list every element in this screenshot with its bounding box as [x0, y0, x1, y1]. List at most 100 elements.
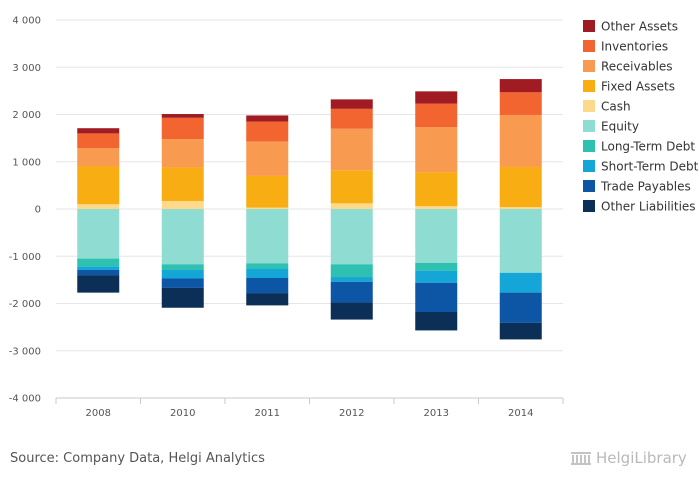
legend-swatch [583, 20, 595, 32]
bar-segment [499, 322, 542, 340]
bar-segment [330, 108, 373, 129]
legend-label: Fixed Assets [601, 80, 675, 94]
bar-segment [77, 209, 120, 259]
x-tick-label: 2012 [339, 408, 364, 419]
bar-segment [246, 175, 289, 208]
bar-segment [246, 293, 289, 306]
y-tick-label: 4 000 [12, 16, 41, 27]
bar-segment [77, 275, 120, 293]
bar-segment [499, 207, 542, 209]
bar-segment [330, 281, 373, 303]
bar-segment [415, 172, 458, 207]
bar-segment [415, 206, 458, 209]
legend-label: Receivables [601, 60, 673, 74]
legend-swatch [583, 200, 595, 212]
legend-swatch [583, 60, 595, 72]
bar-segment [499, 272, 542, 293]
chart-grid [56, 19, 563, 399]
legend-swatch [583, 180, 595, 192]
bar-segment [499, 79, 542, 93]
x-tick-label: 2013 [424, 408, 449, 419]
y-tick-label: 1 000 [12, 157, 41, 168]
bar-segment [246, 115, 289, 122]
library-columns-icon [570, 450, 592, 466]
y-tick-label: -1 000 [9, 252, 41, 263]
bar-segment [330, 99, 373, 109]
bar-segment [161, 200, 204, 209]
bar-segment [161, 167, 204, 201]
source-note: Source: Company Data, Helgi Analytics [10, 451, 265, 466]
legend-label: Cash [601, 100, 631, 114]
bar-segment [330, 209, 373, 265]
bar-segment [415, 209, 458, 263]
legend-swatch [583, 160, 595, 172]
bar-segment [246, 121, 289, 142]
bar-segment [415, 312, 458, 331]
legend-label: Inventories [601, 40, 668, 54]
x-tick-label: 2010 [170, 408, 195, 419]
legend-label: Long-Term Debt [601, 140, 695, 154]
bar-segment [161, 278, 204, 288]
bar-segment [161, 114, 204, 118]
bar-segment [499, 92, 542, 115]
x-tick-label: 2011 [255, 408, 280, 419]
y-tick-label: 0 [35, 205, 41, 216]
bar-segment [161, 287, 204, 308]
bar-segment [161, 209, 204, 265]
bar-segment [246, 263, 289, 270]
y-tick-label: -2 000 [9, 299, 41, 310]
bar-segment [161, 264, 204, 270]
bar-segment [77, 269, 120, 276]
y-tick-label: 2 000 [12, 110, 41, 121]
legend-label: Trade Payables [600, 180, 691, 194]
x-tick-label: 2008 [86, 408, 111, 419]
bar-segment [499, 166, 542, 208]
bar-segment [415, 103, 458, 128]
bar-segment [246, 277, 289, 294]
bar-segment [415, 270, 458, 283]
bar-segment [330, 128, 373, 171]
bar-segment [77, 266, 120, 270]
bar-segment [415, 127, 458, 173]
bar-segment [330, 277, 373, 282]
bar-segment [77, 258, 120, 267]
bar-segment [415, 262, 458, 271]
bar-segment [246, 209, 289, 264]
bar-segment [330, 264, 373, 278]
bar-segment [77, 128, 120, 134]
chart-legend: Other Assets Inventories Receivables Fixed … [583, 20, 699, 214]
y-tick-label: 3 000 [12, 63, 41, 74]
bar-segment [330, 302, 373, 320]
legend-label: Other Liabilities [601, 200, 696, 214]
bar-segment [246, 269, 289, 278]
bar-segment [77, 148, 120, 167]
helgi-library-logo: HelgiLibrary [570, 449, 687, 467]
y-tick-label: -3 000 [9, 346, 41, 357]
legend-label: Equity [601, 120, 639, 134]
bar-segment [499, 209, 542, 273]
x-axis: 2008 2010 2011 2012 2013 2014 [55, 398, 564, 419]
legend-swatch [583, 120, 595, 132]
bar-segment [499, 114, 542, 167]
legend-swatch [583, 80, 595, 92]
bar-segment [161, 139, 204, 168]
bar-segment [246, 207, 289, 209]
bar-segment [415, 91, 458, 104]
bar-segment [161, 117, 204, 140]
y-tick-label: -4 000 [9, 394, 41, 405]
y-axis: 4 000 3 000 2 000 1 000 0 -1 000 -2 000 -3 000 -… [9, 16, 41, 405]
legend-swatch [583, 140, 595, 152]
chart-bars [77, 79, 542, 340]
bar-segment [246, 141, 289, 176]
legend-swatch [583, 100, 595, 112]
bar-segment [415, 282, 458, 313]
bar-segment [77, 204, 120, 209]
x-tick-label: 2014 [508, 408, 533, 419]
legend-label: Short-Term Debt [601, 160, 699, 174]
legend-swatch [583, 40, 595, 52]
bar-segment [330, 170, 373, 204]
bar-segment [77, 166, 120, 205]
bar-segment [499, 292, 542, 323]
bar-segment [77, 133, 120, 149]
